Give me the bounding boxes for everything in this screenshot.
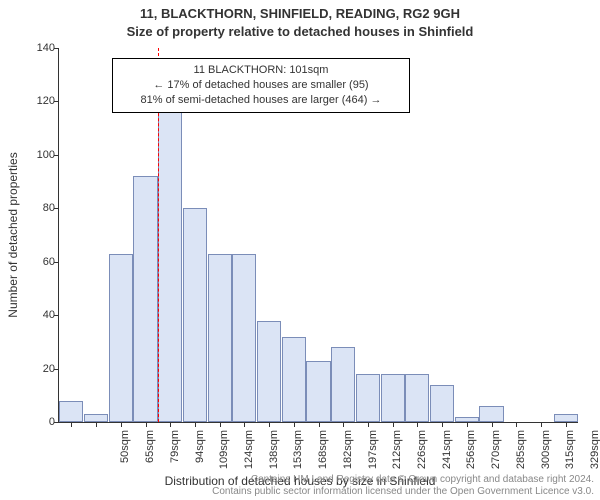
xtick-mark xyxy=(467,422,468,427)
histogram-bar xyxy=(257,321,281,423)
histogram-bar xyxy=(232,254,256,422)
xtick-label: 285sqm xyxy=(515,430,527,475)
xtick-mark xyxy=(220,422,221,427)
xtick-label: 329sqm xyxy=(589,430,600,475)
xtick-mark xyxy=(368,422,369,427)
histogram-bar xyxy=(430,385,454,422)
xtick-mark xyxy=(442,422,443,427)
xtick-mark xyxy=(170,422,171,427)
y-axis-label: Number of detached properties xyxy=(6,152,20,317)
copyright-line1: Contains HM Land Registry data © Crown c… xyxy=(212,474,594,486)
xtick-label: 182sqm xyxy=(342,430,354,475)
histogram-bar xyxy=(381,374,405,422)
xtick-mark xyxy=(146,422,147,427)
xtick-mark xyxy=(541,422,542,427)
xtick-label: 50sqm xyxy=(119,430,131,475)
xtick-mark xyxy=(566,422,567,427)
histogram-bar xyxy=(59,401,83,422)
histogram-bar xyxy=(554,414,578,422)
annotation-line1: 11 BLACKTHORN: 101sqm xyxy=(121,63,401,78)
ytick-label: 80 xyxy=(15,202,55,214)
histogram-bar xyxy=(331,347,355,422)
xtick-mark xyxy=(492,422,493,427)
ytick-label: 20 xyxy=(15,363,55,375)
xtick-label: 241sqm xyxy=(441,430,453,475)
ytick-label: 0 xyxy=(15,416,55,428)
xtick-label: 212sqm xyxy=(391,430,403,475)
histogram-bar xyxy=(405,374,429,422)
histogram-bar xyxy=(183,208,207,422)
histogram-bar xyxy=(109,254,133,422)
xtick-label: 124sqm xyxy=(243,430,255,475)
xtick-label: 270sqm xyxy=(490,430,502,475)
ytick-label: 120 xyxy=(15,95,55,107)
xtick-mark xyxy=(417,422,418,427)
xtick-label: 300sqm xyxy=(540,430,552,475)
copyright-block: Contains HM Land Registry data © Crown c… xyxy=(212,474,594,498)
chart-title-address: 11, BLACKTHORN, SHINFIELD, READING, RG2 … xyxy=(0,6,600,21)
xtick-mark xyxy=(516,422,517,427)
histogram-bar xyxy=(208,254,232,422)
xtick-mark xyxy=(343,422,344,427)
histogram-bar xyxy=(158,75,182,422)
histogram-bar xyxy=(282,337,306,422)
xtick-label: 65sqm xyxy=(144,430,156,475)
figure-root: 11, BLACKTHORN, SHINFIELD, READING, RG2 … xyxy=(0,0,600,500)
ytick-label: 60 xyxy=(15,256,55,268)
xtick-label: 94sqm xyxy=(194,430,206,475)
annotation-line2: ← 17% of detached houses are smaller (95… xyxy=(121,78,401,93)
xtick-label: 315sqm xyxy=(564,430,576,475)
histogram-bar xyxy=(84,414,108,422)
xtick-label: 197sqm xyxy=(367,430,379,475)
xtick-mark xyxy=(269,422,270,427)
ytick-label: 140 xyxy=(15,42,55,54)
xtick-mark xyxy=(96,422,97,427)
xtick-label: 109sqm xyxy=(218,430,230,475)
xtick-label: 79sqm xyxy=(169,430,181,475)
xtick-label: 138sqm xyxy=(268,430,280,475)
chart-subtitle: Size of property relative to detached ho… xyxy=(0,24,600,39)
xtick-mark xyxy=(71,422,72,427)
xtick-label: 226sqm xyxy=(416,430,428,475)
annotation-box: 11 BLACKTHORN: 101sqm ← 17% of detached … xyxy=(112,58,410,113)
xtick-mark xyxy=(195,422,196,427)
copyright-line2: Contains public sector information licen… xyxy=(212,486,594,498)
histogram-bar xyxy=(479,406,503,422)
xtick-label: 256sqm xyxy=(465,430,477,475)
xtick-mark xyxy=(294,422,295,427)
xtick-mark xyxy=(319,422,320,427)
histogram-bar xyxy=(306,361,330,422)
histogram-bar xyxy=(133,176,157,422)
xtick-label: 168sqm xyxy=(317,430,329,475)
ytick-label: 40 xyxy=(15,309,55,321)
xtick-mark xyxy=(121,422,122,427)
xtick-label: 153sqm xyxy=(292,430,304,475)
xtick-mark xyxy=(393,422,394,427)
ytick-label: 100 xyxy=(15,149,55,161)
annotation-line3: 81% of semi-detached houses are larger (… xyxy=(121,93,401,108)
xtick-mark xyxy=(244,422,245,427)
histogram-bar xyxy=(356,374,380,422)
